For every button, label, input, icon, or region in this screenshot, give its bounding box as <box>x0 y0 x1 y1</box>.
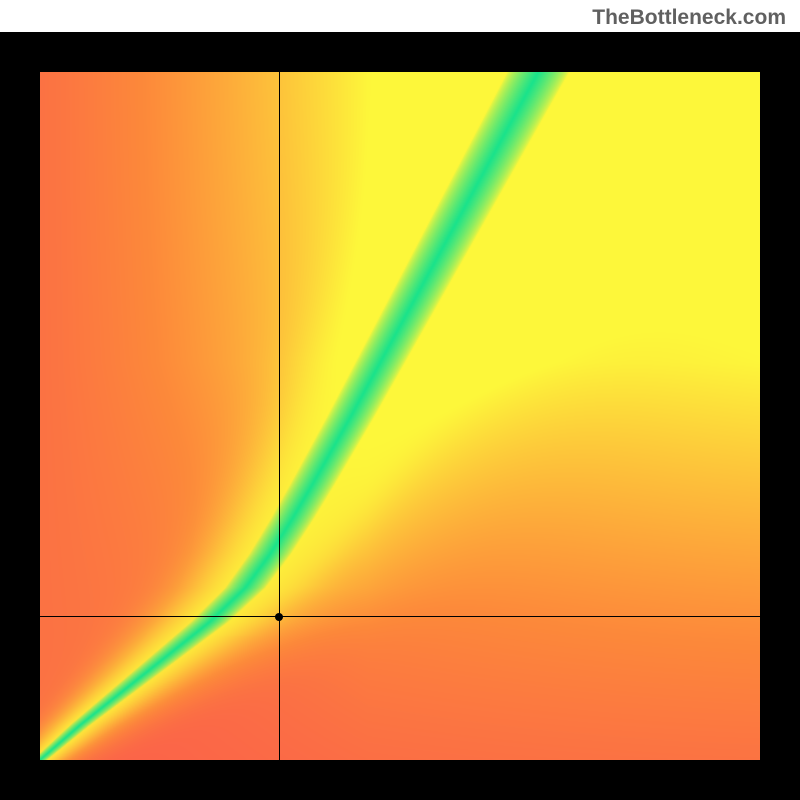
plot-frame <box>0 32 800 800</box>
heatmap-canvas <box>40 72 760 760</box>
crosshair-marker <box>275 613 283 621</box>
watermark-text: TheBottleneck.com <box>592 6 786 30</box>
crosshair-vertical <box>279 72 280 760</box>
crosshair-horizontal <box>40 616 760 617</box>
chart-container: TheBottleneck.com <box>0 0 800 800</box>
